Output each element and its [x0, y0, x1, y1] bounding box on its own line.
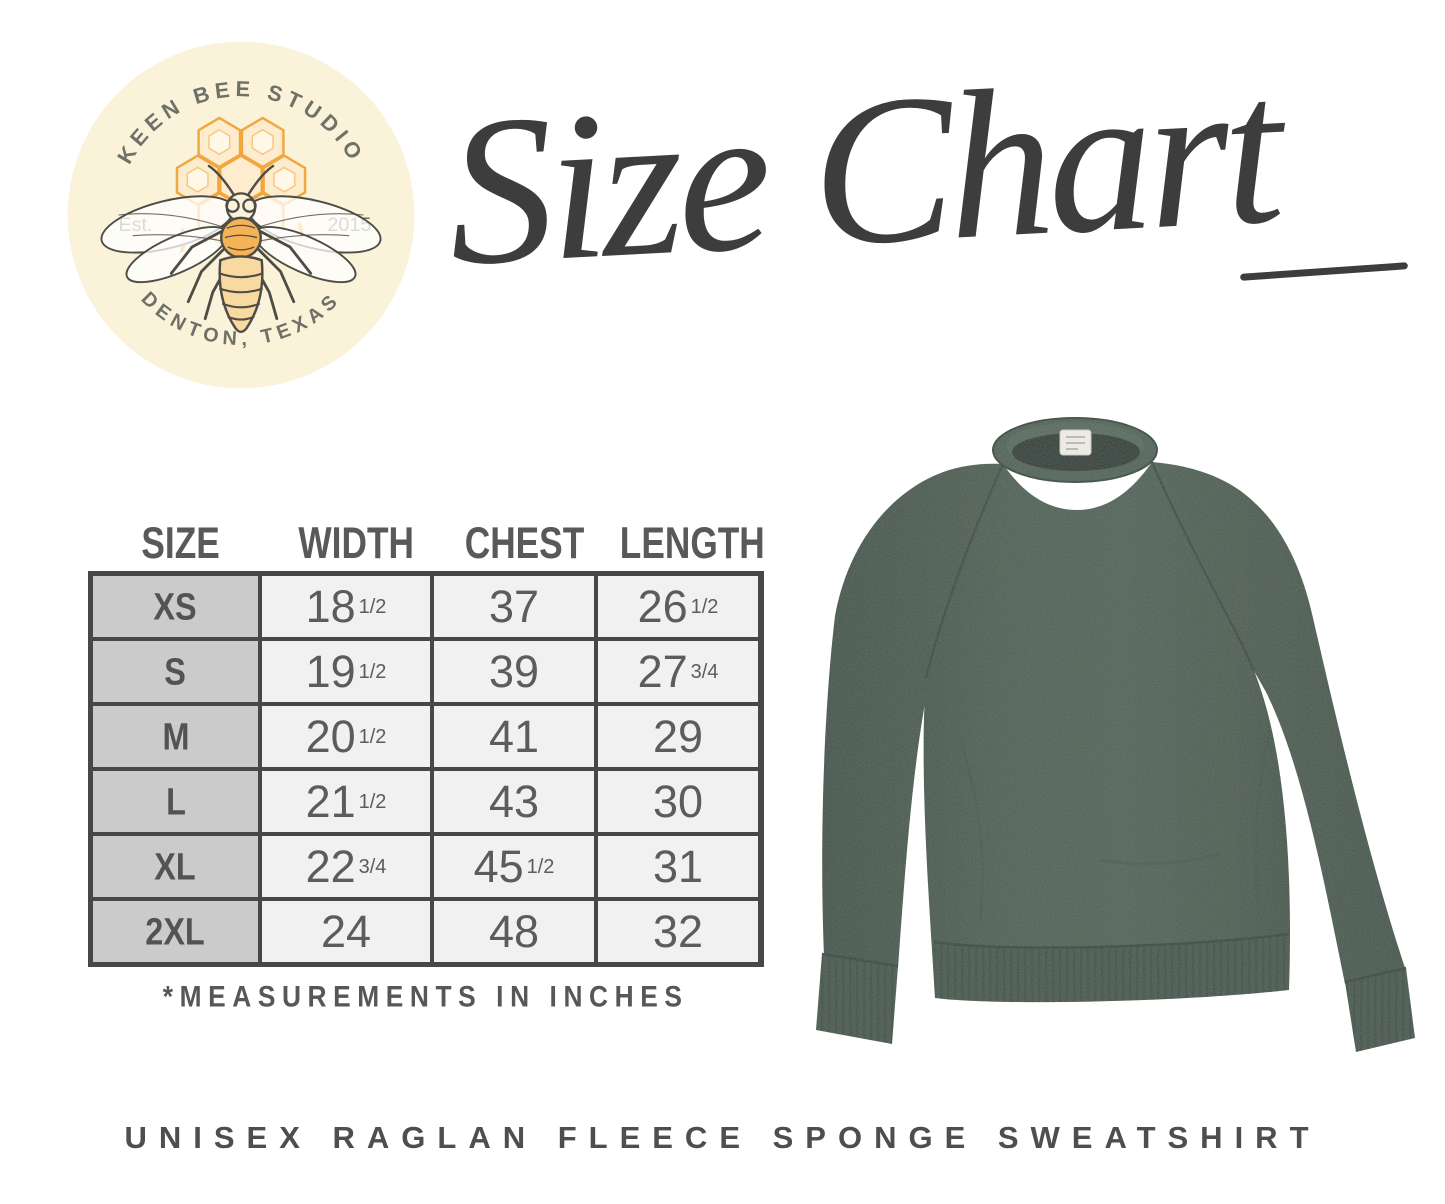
- measurement-cell: 20 1/2: [262, 706, 430, 767]
- table-header-width: WIDTH: [298, 518, 414, 568]
- hem-band: [934, 934, 1289, 1003]
- measurement-cell: 37: [434, 576, 594, 637]
- sweatshirt-illustration: [816, 417, 1415, 1052]
- collar: [992, 417, 1158, 483]
- table-header-chest: CHEST: [464, 518, 584, 568]
- size-chart-table: SIZE WIDTH CHEST LENGTH XS 18 1/2 37 26 1/2 S 1…: [88, 518, 765, 1013]
- right-raglan-seam: [1150, 461, 1256, 672]
- page-title-script: Size Chart: [442, 28, 1409, 428]
- measurement-cell: 31: [598, 836, 758, 897]
- measurement-cell: 39: [434, 641, 594, 702]
- page-title-text: Size Chart: [441, 31, 1283, 310]
- bee-honeycomb-illustration: [100, 116, 382, 334]
- measurement-cell: 41: [434, 706, 594, 767]
- measurement-cell: 18 1/2: [262, 576, 430, 637]
- table-header-size: SIZE: [141, 518, 220, 568]
- size-cell: 2XL: [93, 901, 258, 962]
- measurement-cell: 43: [434, 771, 594, 832]
- left-raglan-seam: [924, 463, 1005, 679]
- size-cell: S: [93, 641, 258, 702]
- size-cell: L: [93, 771, 258, 832]
- table-header-length: LENGTH: [619, 518, 765, 568]
- body-panel: [923, 461, 1290, 1003]
- measurement-cell: 26 1/2: [598, 576, 758, 637]
- measurement-cell: 45 1/2: [434, 836, 594, 897]
- measurement-cell: 21 1/2: [262, 771, 430, 832]
- product-photo: [800, 400, 1445, 1120]
- product-caption: UNISEX RAGLAN FLEECE SPONGE SWEATSHIRT: [124, 1120, 1321, 1155]
- size-table-body: XS 18 1/2 37 26 1/2 S 19 1/2 39 27 3/4 M 20 1/2 41 29 L 21…: [88, 571, 764, 967]
- measurement-cell: 29: [598, 706, 758, 767]
- keen-bee-studio-logo: KEEN BEE STUDIO DENTON, TEXAS Est. 2015: [62, 36, 420, 394]
- measurement-cell: 32: [598, 901, 758, 962]
- measurement-cell: 27 3/4: [598, 641, 758, 702]
- measurement-cell: 19 1/2: [262, 641, 430, 702]
- measurement-cell: 24: [262, 901, 430, 962]
- measurement-cell: 22 3/4: [262, 836, 430, 897]
- size-cell: XS: [93, 576, 258, 637]
- left-sleeve: [816, 463, 1003, 1044]
- left-cuff: [816, 954, 898, 1044]
- measurements-note: *MEASUREMENTS IN INCHES: [163, 980, 689, 1013]
- measurement-cell: 48: [434, 901, 594, 962]
- measurement-cell: 30: [598, 771, 758, 832]
- size-cell: XL: [93, 836, 258, 897]
- table-header-row: SIZE WIDTH CHEST LENGTH: [88, 518, 764, 568]
- logo-svg: KEEN BEE STUDIO DENTON, TEXAS Est. 2015: [67, 41, 415, 389]
- size-cell: M: [93, 706, 258, 767]
- right-cuff: [1345, 968, 1415, 1052]
- right-sleeve: [1152, 462, 1415, 1052]
